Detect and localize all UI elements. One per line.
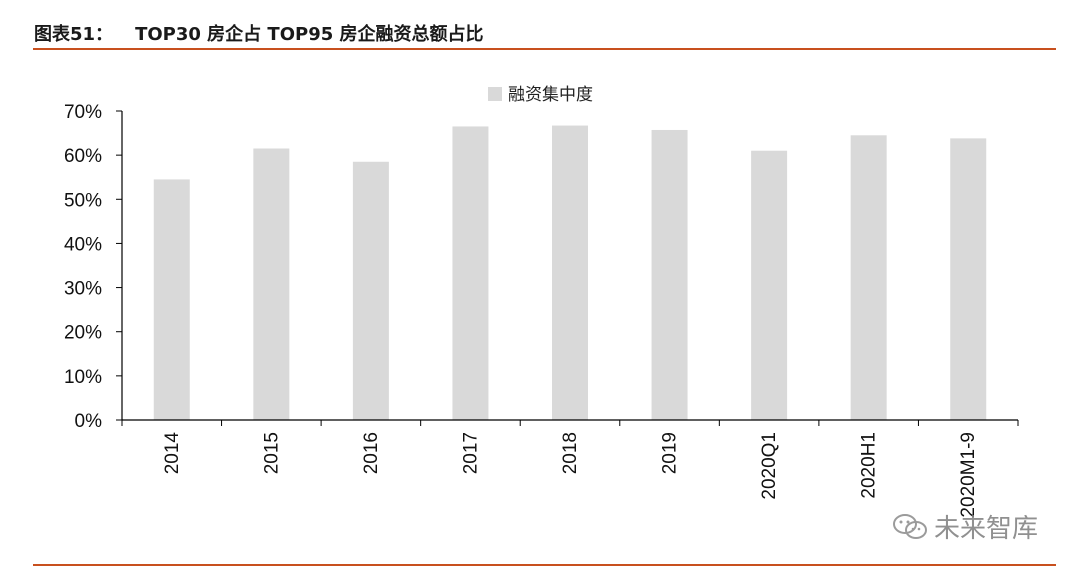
y-tick-label: 0% <box>75 411 103 432</box>
y-tick-label: 50% <box>64 190 102 211</box>
bar <box>452 126 489 420</box>
y-tick-label: 70% <box>64 102 102 123</box>
watermark-text: 未来智库 <box>934 514 1039 544</box>
wechat-icon <box>892 513 928 541</box>
bar <box>850 135 887 420</box>
figure-label: 图表51： <box>34 24 114 45</box>
x-tick-label: 2016 <box>361 432 382 474</box>
bar-series <box>153 125 987 421</box>
y-tick-label: 10% <box>64 367 102 388</box>
y-axis: 0% 10% 20% 30% 40% 50% 60% 70% <box>64 102 122 432</box>
legend-label: 融资集中度 <box>508 85 593 105</box>
chart-legend: 融资集中度 <box>488 85 593 105</box>
y-tick-label: 40% <box>64 234 102 255</box>
x-tick-label: 2018 <box>560 432 581 474</box>
bar <box>153 179 190 420</box>
x-axis: 2014 2015 2016 2017 2018 2019 2020Q1 2020H1 2020… <box>121 420 1019 518</box>
bar <box>751 150 788 420</box>
bar <box>651 129 688 420</box>
x-tick-label: 2014 <box>162 432 183 475</box>
x-tick-label: 2019 <box>660 432 681 474</box>
x-tick-label: 2020M1-9 <box>958 432 979 518</box>
watermark: 未来智库 <box>892 508 1038 545</box>
x-tick-label: 2015 <box>261 432 282 474</box>
axes <box>121 111 1018 421</box>
footer-rule <box>33 564 1056 566</box>
bar <box>950 138 987 420</box>
bar <box>253 148 290 420</box>
legend-swatch <box>488 87 502 101</box>
y-tick-label: 30% <box>64 279 102 300</box>
figure-header: 图表51： TOP30 房企占 TOP95 房企融资总额占比 <box>34 20 1056 46</box>
y-tick-label: 20% <box>64 323 102 344</box>
x-tick-label: 2020Q1 <box>759 432 780 500</box>
header-rule <box>33 48 1056 50</box>
figure-title: TOP30 房企占 TOP95 房企融资总额占比 <box>135 24 484 45</box>
x-tick-label: 2020H1 <box>859 432 880 499</box>
bar <box>352 161 389 420</box>
x-tick-label: 2017 <box>460 432 481 474</box>
y-tick-label: 60% <box>64 146 102 167</box>
bar <box>552 125 588 421</box>
